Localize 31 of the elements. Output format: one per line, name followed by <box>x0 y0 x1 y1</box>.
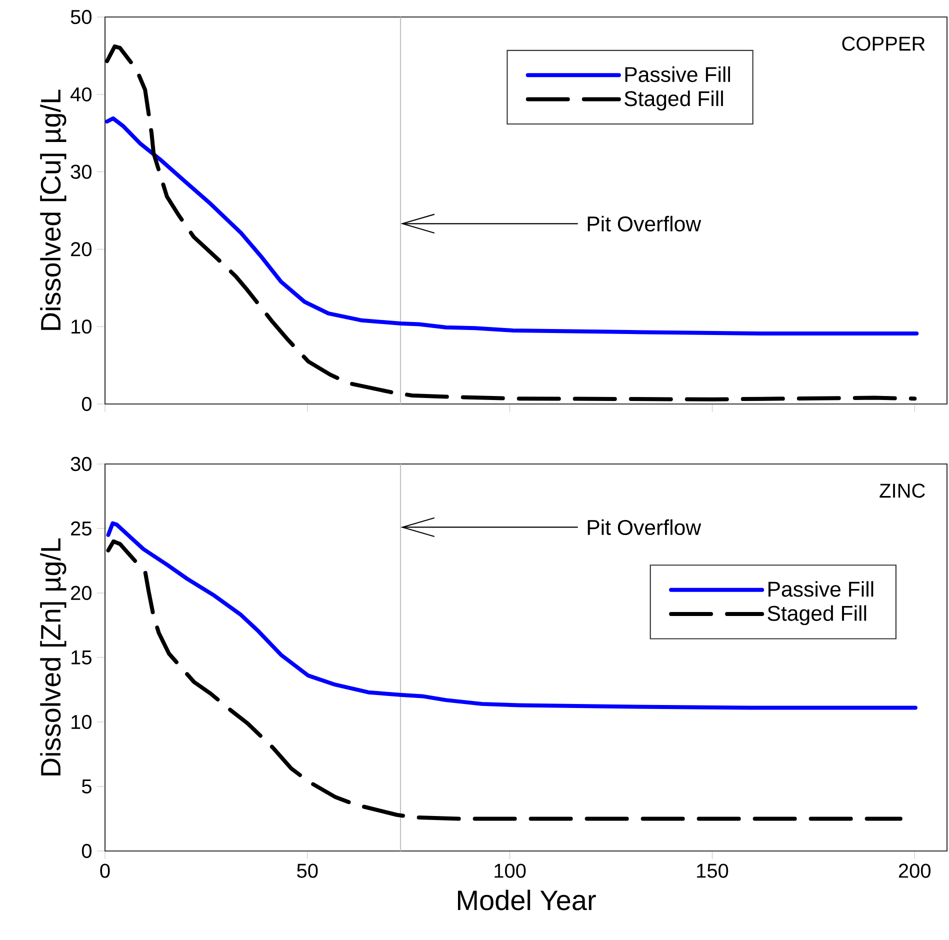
x-tick-label: 50 <box>297 864 318 878</box>
x-tick-label: 0 <box>100 864 110 878</box>
ref-line-label: Pit Overflow <box>588 216 702 232</box>
legend-label: Passive Fill <box>768 581 874 597</box>
y-tick-label: 0 <box>82 396 92 412</box>
y-tick-label: 0 <box>82 844 92 858</box>
y-tick-label: 25 <box>71 521 92 536</box>
y-tick-label: 50 <box>70 10 92 24</box>
legend-label: Staged Fill <box>624 90 723 110</box>
y-tick-label: 5 <box>82 780 92 794</box>
x-tick-label: 150 <box>697 864 728 878</box>
annotation: ZINC <box>880 484 925 498</box>
y-tick-label: 40 <box>70 87 92 102</box>
y-tick-label: 15 <box>72 650 92 664</box>
y-axis-title: Dissolved [Zn] µg/L <box>40 538 66 776</box>
y-tick-label: 20 <box>71 242 92 256</box>
ref-line-label: Pit Overflow <box>588 519 702 536</box>
line-series <box>105 116 919 336</box>
y-tick-label: 10 <box>72 714 92 730</box>
y-tick-label: 10 <box>72 320 92 334</box>
y-tick-label: 20 <box>71 586 92 600</box>
legend-label: Staged Fill <box>768 605 866 626</box>
y-tick-label: 30 <box>70 164 92 179</box>
x-axis-title: Model Year <box>458 890 596 910</box>
x-tick-label: 100 <box>494 864 526 878</box>
y-axis-title: Dissolved [Cu] µg/L <box>40 90 66 330</box>
legend-label: Passive Fill <box>625 66 730 82</box>
line-series <box>106 521 918 710</box>
y-tick-label: 30 <box>70 456 92 472</box>
x-tick-label: 200 <box>898 864 931 878</box>
annotation: COPPER <box>842 36 925 51</box>
